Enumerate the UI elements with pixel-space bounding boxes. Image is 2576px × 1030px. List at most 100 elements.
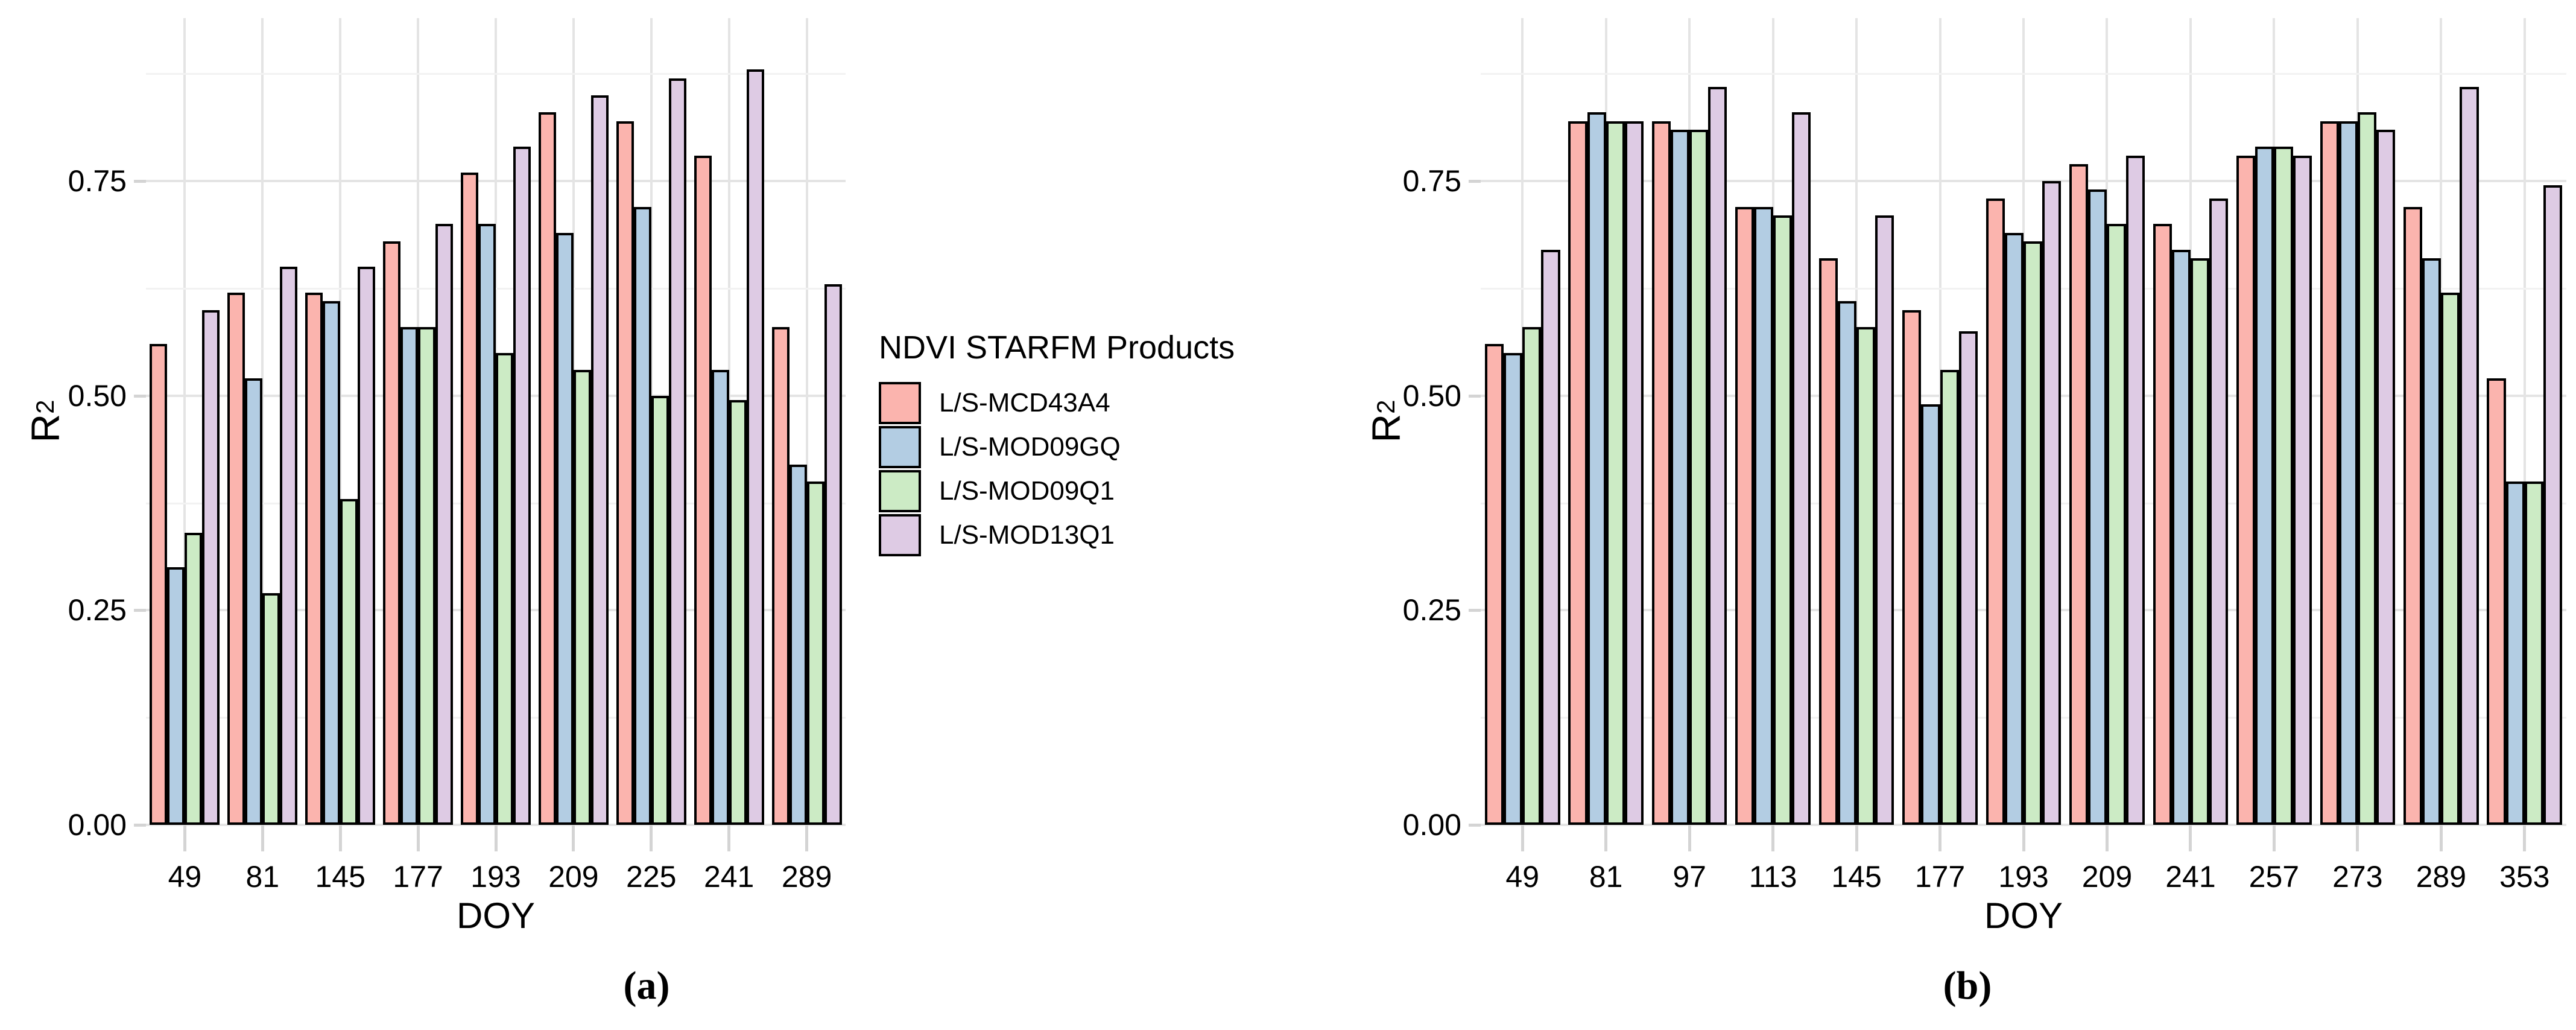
bar [573, 370, 591, 825]
x-axis-tick-label: 353 [2499, 860, 2550, 894]
x-axis-tick-label: 241 [2165, 860, 2216, 894]
vertical-gridline [261, 18, 264, 825]
bar [771, 327, 790, 825]
minor-gridline [146, 288, 846, 290]
legend-item: L/S-MOD09GQ [879, 425, 1301, 469]
legend-items: L/S-MCD43A4 L/S-MOD09GQ L/S-MOD09Q1 L/S-MOD… [879, 381, 1301, 557]
bar [668, 78, 686, 825]
x-axis-tick [1855, 825, 1858, 851]
bar [202, 310, 220, 825]
x-axis-tick-label: 257 [2248, 860, 2300, 894]
bar [323, 301, 341, 825]
x-axis-tick [1938, 825, 1942, 851]
bar [2088, 189, 2107, 825]
bar [1791, 112, 1811, 825]
bar [2125, 155, 2145, 825]
vertical-gridline [2523, 18, 2526, 825]
y-axis-tick-label: 0.25 [68, 593, 127, 628]
bar [2441, 293, 2460, 825]
x-axis-tick [2356, 825, 2359, 851]
x-axis-tick [494, 825, 498, 851]
bar [2024, 241, 2043, 825]
x-axis-tick [1688, 825, 1691, 851]
bar [1754, 206, 1773, 825]
bar [2042, 181, 2062, 825]
bar [1735, 206, 1755, 825]
x-axis-tick [2022, 825, 2025, 851]
y-axis-tick [134, 180, 146, 183]
bar [2209, 198, 2229, 825]
bar [496, 352, 513, 825]
bar [1651, 121, 1671, 825]
legend-key-swatch [879, 469, 921, 512]
bar [358, 267, 376, 825]
bar [400, 327, 419, 825]
bar [513, 147, 531, 825]
x-axis-tick-label: 289 [781, 860, 832, 894]
bar [2190, 258, 2210, 825]
bar [340, 498, 358, 825]
major-gridline [1481, 180, 2566, 183]
bar [305, 293, 323, 825]
bar [2338, 121, 2358, 825]
bar [1624, 121, 1644, 825]
bar [2171, 250, 2191, 825]
bar [1940, 370, 1959, 825]
legend-key-swatch [879, 513, 921, 556]
x-axis-tick-label: 193 [1998, 860, 2049, 894]
y-axis-tick [1469, 609, 1481, 612]
bar [2153, 224, 2172, 825]
y-axis-tick-label: 0.00 [68, 808, 127, 842]
bar [1921, 404, 1940, 825]
minor-gridline [146, 73, 846, 75]
caption-b: (b) [1943, 964, 1992, 1008]
legend-item: L/S-MCD43A4 [879, 381, 1301, 425]
y-axis-tick-label: 0.75 [68, 164, 127, 199]
bar [1837, 301, 1857, 825]
bar [1587, 112, 1606, 825]
bar [1875, 215, 1894, 825]
bar [461, 173, 478, 825]
bar [1986, 198, 2005, 825]
x-axis-tick-label: 49 [1505, 860, 1540, 894]
bar [1958, 331, 1978, 825]
bar [2107, 224, 2126, 825]
legend-item-label: L/S-MOD09GQ [939, 431, 1121, 462]
x-axis-tick [727, 825, 731, 851]
bar [150, 344, 168, 825]
bar [167, 567, 185, 825]
bar [729, 399, 747, 825]
y-axis-tick [134, 609, 146, 612]
bar [435, 224, 454, 825]
minor-gridline [1481, 73, 2566, 75]
x-axis-tick-label: 209 [2081, 860, 2133, 894]
x-axis-tick-label: 81 [245, 860, 280, 894]
legend: NDVI STARFM Products L/S-MCD43A4 L/S-MOD0… [879, 329, 1301, 557]
legend-title: NDVI STARFM Products [879, 329, 1235, 366]
bar [2524, 482, 2543, 825]
bar [2505, 482, 2525, 825]
bar [1522, 327, 1542, 825]
x-axis-tick-label: 225 [626, 860, 677, 894]
bar [1708, 86, 1727, 825]
x-axis-tick [1604, 825, 1608, 851]
y-axis-tick-label: 0.50 [68, 378, 127, 413]
x-axis-tick-label: 273 [2332, 860, 2383, 894]
bar [2274, 147, 2293, 825]
x-axis-tick-label: 145 [1831, 860, 1882, 894]
vertical-gridline [805, 18, 808, 825]
bar [2293, 155, 2312, 825]
bar [616, 121, 634, 825]
bar [633, 206, 651, 825]
bar [185, 533, 203, 825]
bar [1818, 258, 1838, 825]
bar [227, 293, 245, 825]
y-axis-tick [134, 824, 146, 827]
x-axis-tick-label: 177 [393, 860, 443, 894]
x-axis-title-panel-b: DOY [1984, 895, 2063, 936]
bar [418, 327, 436, 825]
x-axis-tick-label: 241 [703, 860, 755, 894]
